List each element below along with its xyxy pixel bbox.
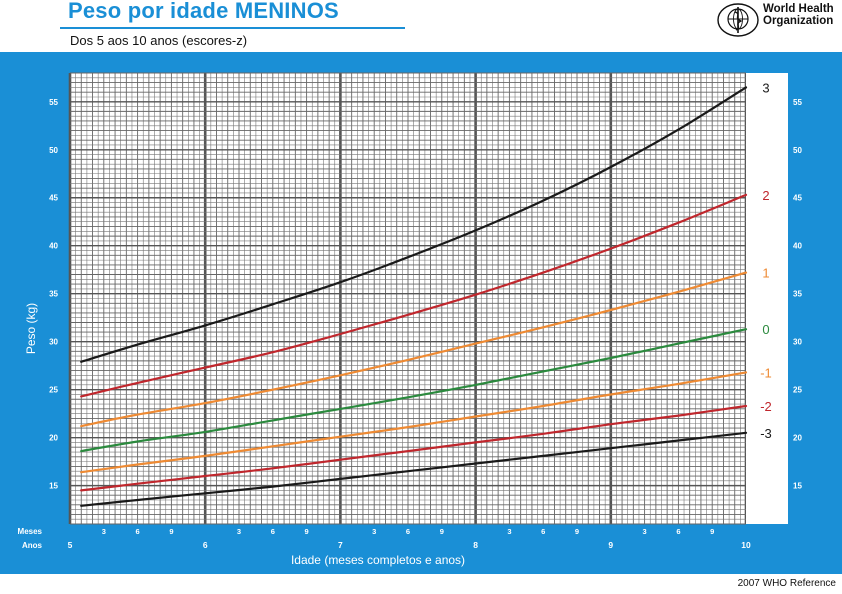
year-tick-label: 10 [741, 540, 751, 550]
curve-z3 [80, 86, 748, 363]
y-tick-label-left: 35 [49, 290, 58, 299]
month-tick-label: 6 [541, 527, 545, 536]
chart-subtitle: Dos 5 aos 10 anos (escores-z) [70, 33, 248, 48]
y-tick-label-left: 55 [49, 98, 58, 107]
month-tick-label: 6 [271, 527, 275, 536]
who-name-line1: World Health [763, 3, 834, 15]
month-tick-label: 6 [406, 527, 410, 536]
x-axis-title: Idade (meses completos e anos) [291, 553, 465, 567]
month-tick-label: 3 [237, 527, 241, 536]
month-tick-label: 6 [136, 527, 140, 536]
month-tick-label: 6 [676, 527, 680, 536]
z-label-2: 2 [762, 188, 769, 203]
y-tick-label-right: 35 [793, 290, 802, 299]
month-tick-label: 9 [169, 527, 173, 536]
month-tick-label: 3 [643, 527, 647, 536]
curve-z1 [80, 271, 748, 428]
year-tick-label: 5 [68, 540, 73, 550]
month-tick-label: 3 [372, 527, 376, 536]
curve-z-3 [80, 431, 748, 507]
z-label-0: 0 [762, 322, 769, 337]
z-label--1: -1 [760, 365, 772, 380]
y-tick-label-left: 15 [49, 482, 58, 491]
curve-z-1 [80, 371, 748, 474]
y-axis-title: Peso (kg) [24, 303, 38, 354]
year-tick-label: 9 [608, 540, 613, 550]
curve-z0 [80, 328, 748, 453]
z-label--3: -3 [760, 426, 772, 441]
reference-note: 2007 WHO Reference [737, 578, 836, 589]
y-tick-label-right: 50 [793, 146, 802, 155]
month-tick-label: 3 [102, 527, 106, 536]
y-tick-label-right: 55 [793, 98, 802, 107]
y-tick-label-right: 15 [793, 482, 802, 491]
grid [68, 72, 748, 525]
x-tick-labels: Meses Anos 5 3 6 9 6 3 6 9 7 3 6 9 8 3 6 9 9 3 6 9 10 [18, 527, 751, 550]
z-score-labels: 3 2 1 0 -1 -2 -3 [760, 80, 772, 440]
month-tick-label: 9 [305, 527, 309, 536]
z-label--2: -2 [760, 399, 772, 414]
z-label-strip [746, 73, 788, 524]
y-tick-label-right: 30 [793, 338, 802, 347]
year-tick-label: 7 [338, 540, 343, 550]
y-tick-label-right: 25 [793, 386, 802, 395]
who-name: World Health Organization [763, 3, 842, 27]
title-underline [60, 27, 405, 29]
year-tick-label: 6 [203, 540, 208, 550]
curve-z-2 [80, 404, 748, 492]
y-tick-label-left: 20 [49, 434, 58, 443]
y-tick-label-right: 20 [793, 434, 802, 443]
month-tick-label: 9 [440, 527, 444, 536]
y-tick-label-left: 40 [49, 242, 58, 251]
y-tick-label-left: 30 [49, 338, 58, 347]
who-emblem-icon [717, 3, 759, 37]
year-row-label: Anos [22, 541, 43, 550]
chart-title: Peso por idade MENINOS [68, 0, 339, 23]
month-tick-label: 9 [575, 527, 579, 536]
y-tick-label-left: 25 [49, 386, 58, 395]
y-tick-label-left: 50 [49, 146, 58, 155]
y-tick-label-right: 45 [793, 194, 802, 203]
curve-z2 [80, 193, 748, 398]
month-tick-label: 9 [710, 527, 714, 536]
y-tick-label-right: 40 [793, 242, 802, 251]
year-tick-label: 8 [473, 540, 478, 550]
month-tick-label: 3 [507, 527, 511, 536]
who-name-line2: Organization [763, 15, 834, 27]
month-row-label: Meses [18, 527, 43, 536]
z-label-3: 3 [762, 80, 769, 95]
y-tick-label-left: 45 [49, 194, 58, 203]
who-logo [717, 3, 759, 37]
z-score-curves [80, 86, 748, 507]
z-label-1: 1 [762, 266, 769, 281]
